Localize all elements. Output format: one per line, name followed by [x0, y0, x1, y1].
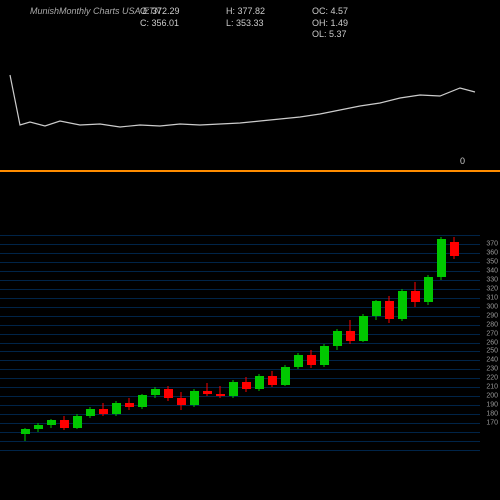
- candle: [255, 235, 264, 450]
- candle: [268, 235, 277, 450]
- candle: [359, 235, 368, 450]
- candle: [99, 235, 108, 450]
- low-value: L: 353.33: [226, 18, 282, 30]
- candle: [385, 235, 394, 450]
- candle: [177, 235, 186, 450]
- candle: [138, 235, 147, 450]
- candle: [437, 235, 446, 450]
- candle: [86, 235, 95, 450]
- candle: [307, 235, 316, 450]
- upper-line-chart: [0, 40, 480, 150]
- separator-line: [0, 170, 500, 172]
- candle: [294, 235, 303, 450]
- candle: [333, 235, 342, 450]
- candle: [229, 235, 238, 450]
- candle: [21, 235, 30, 450]
- candle: [190, 235, 199, 450]
- candle: [398, 235, 407, 450]
- oc-value: OC: 4.57: [312, 6, 368, 18]
- candle: [216, 235, 225, 450]
- candle: [372, 235, 381, 450]
- candle: [320, 235, 329, 450]
- candle: [47, 235, 56, 450]
- candle: [125, 235, 134, 450]
- candle: [60, 235, 69, 450]
- high-value: H: 377.82: [226, 6, 282, 18]
- candle: [424, 235, 433, 450]
- candle: [203, 235, 212, 450]
- oh-value: OH: 1.49: [312, 18, 368, 30]
- candle: [112, 235, 121, 450]
- y-axis-labels: 1701801902002102202302402502602702802903…: [480, 235, 498, 450]
- candle: [242, 235, 251, 450]
- open-value: O: 372.29: [140, 6, 196, 18]
- candle: [34, 235, 43, 450]
- candle: [411, 235, 420, 450]
- candle: [164, 235, 173, 450]
- ohlc-panel: O: 372.29 H: 377.82 OC: 4.57 C: 356.01 L…: [140, 6, 368, 41]
- small-marker: 0: [460, 156, 465, 166]
- candle: [281, 235, 290, 450]
- candle: [346, 235, 355, 450]
- candle: [450, 235, 459, 450]
- candle: [151, 235, 160, 450]
- candle: [73, 235, 82, 450]
- close-value: C: 356.01: [140, 18, 196, 30]
- candlestick-chart: [0, 235, 480, 450]
